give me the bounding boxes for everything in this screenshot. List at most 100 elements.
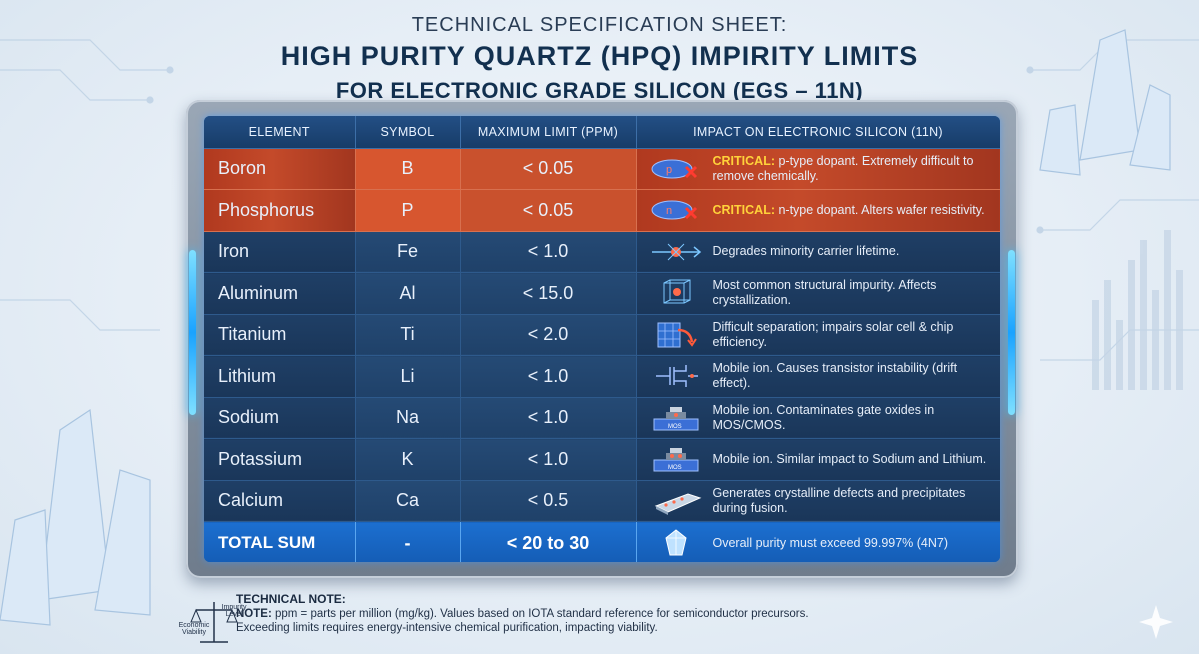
balance-scale-icon: Economic Viability Impurity Level: [179, 596, 246, 648]
element-cell: Boron: [204, 148, 356, 190]
icon-label: MOS: [668, 424, 682, 430]
mos-gate-icon: MOS: [647, 403, 705, 433]
table-row: Calcium Ca < 0.5 Generates crystalline d…: [204, 480, 1000, 522]
crystal-gem-icon: [647, 528, 705, 558]
mos-gate-ion-icon: MOS: [647, 444, 705, 474]
element-cell: Lithium: [204, 355, 356, 398]
transistor-icon: [647, 361, 705, 391]
element-cell: Potassium: [204, 438, 356, 481]
table-row: Sodium Na < 1.0 MOS Mobile ion. Contamin…: [204, 397, 1000, 439]
impact-cell: Generates crystalline defects and precip…: [636, 480, 1000, 522]
element-cell: Iron: [204, 231, 356, 273]
table-row: Lithium Li < 1.0 Mobile ion. Causes tran…: [204, 355, 1000, 398]
table-row: Potassium K < 1.0 MOS Mobile ion. Simila…: [204, 438, 1000, 481]
element-cell: Sodium: [204, 397, 356, 439]
page-title: HIGH PURITY QUARTZ (HPQ) IMPIRITY LIMITS: [280, 41, 919, 71]
limit-cell: < 0.5: [460, 480, 637, 522]
limit-cell: < 0.05: [460, 189, 637, 232]
note-line-2: Exceeding limits requires energy-intensi…: [236, 622, 658, 634]
note-text-1: ppm = parts per million (mg/kg). Values …: [271, 608, 809, 620]
column-header-element: ELEMENT: [204, 116, 356, 149]
column-header-limit: MAXIMUM LIMIT (ppm): [460, 116, 637, 149]
total-impact-text: Overall purity must exceed 99.997% (4N7): [712, 535, 949, 550]
impact-cell: Degrades minority carrier lifetime.: [636, 231, 1000, 273]
critical-label: CRITICAL:: [712, 202, 776, 217]
element-cell: Calcium: [204, 480, 356, 522]
impact-cell: Most common structural impurity. Affects…: [636, 272, 1000, 315]
symbol-cell: Na: [355, 397, 461, 439]
impact-text: n-type dopant. Alters wafer resistivity.: [775, 202, 985, 217]
spec-table-container: ELEMENT SYMBOL MAXIMUM LIMIT (ppm) IMPAC…: [204, 116, 1000, 562]
solar-cell-icon: [647, 320, 705, 350]
frame-glow-left: [189, 250, 196, 415]
limit-cell: < 1.0: [460, 438, 637, 481]
symbol-cell: Ca: [355, 480, 461, 522]
impact-text: Difficult separation; impairs solar cell…: [712, 319, 954, 349]
impact-text: Mobile ion. Similar impact to Sodium and…: [712, 451, 987, 466]
crystal-lattice-icon: [647, 278, 705, 308]
p-type-dopant-icon: p: [647, 154, 705, 184]
crystal-cluster-left: [0, 408, 151, 626]
silicon-ingot-icon: [647, 486, 705, 516]
scale-label-right: Impurity Level: [221, 604, 247, 619]
spec-table: ELEMENT SYMBOL MAXIMUM LIMIT (ppm) IMPAC…: [204, 116, 1000, 562]
scale-label-left: Economic Viability: [178, 622, 210, 637]
table-row: Titanium Ti < 2.0 Difficult separation; …: [204, 314, 1000, 356]
page-subtitle: TECHNICAL SPECIFICATION SHEET:: [411, 14, 788, 36]
element-cell: Phosphorus: [204, 189, 356, 232]
column-header-symbol: SYMBOL: [355, 116, 461, 149]
note-title: TECHNICAL NOTE:: [236, 592, 346, 606]
total-symbol: -: [355, 521, 461, 562]
symbol-cell: Ti: [355, 314, 461, 356]
bar-graph-decoration: [1092, 230, 1183, 390]
sparkle-icon: [1139, 605, 1173, 639]
symbol-cell: P: [355, 189, 461, 232]
symbol-cell: Li: [355, 355, 461, 398]
impact-text: Mobile ion. Causes transistor instabilit…: [712, 361, 958, 391]
impact-text: p-type dopant. Extremely difficult to re…: [712, 153, 974, 183]
impact-cell: MOS Mobile ion. Similar impact to Sodium…: [636, 438, 1000, 481]
impact-text: Most common structural impurity. Affects…: [712, 278, 937, 308]
icon-label: p: [666, 164, 672, 176]
impact-cell: p CRITICAL: p-type dopant. Extremely dif…: [636, 148, 1000, 190]
symbol-cell: B: [355, 148, 461, 190]
table-row: Aluminum Al < 15.0 Most common structura…: [204, 272, 1000, 315]
note-line-1: NOTE: ppm = parts per million (mg/kg). V…: [236, 608, 996, 620]
carrier-recombination-icon: [647, 237, 705, 267]
table-frame: ELEMENT SYMBOL MAXIMUM LIMIT (ppm) IMPAC…: [186, 100, 1018, 578]
page-title-line2: FOR ELECTRONIC GRADE SILICON (EGS – 11N): [335, 78, 864, 103]
total-label: TOTAL SUM: [204, 521, 356, 562]
n-type-dopant-icon: n: [647, 195, 705, 225]
frame-glow-right: [1008, 250, 1015, 415]
limit-cell: < 1.0: [460, 397, 637, 439]
limit-cell: < 1.0: [460, 231, 637, 273]
table-header-row: ELEMENT SYMBOL MAXIMUM LIMIT (ppm) IMPAC…: [204, 116, 1000, 149]
symbol-cell: K: [355, 438, 461, 481]
critical-label: CRITICAL:: [712, 153, 776, 168]
impact-text: Mobile ion. Contaminates gate oxides in …: [712, 402, 935, 432]
icon-label: n: [666, 205, 672, 217]
element-cell: Aluminum: [204, 272, 356, 315]
limit-cell: < 1.0: [460, 355, 637, 398]
column-header-impact: IMPACT ON ELECTRONIC SILICON (11N): [636, 116, 1000, 149]
impact-text: Degrades minority carrier lifetime.: [712, 244, 900, 259]
impact-cell: n CRITICAL: n-type dopant. Alters wafer …: [636, 189, 1000, 232]
technical-note: TECHNICAL NOTE: NOTE: ppm = parts per mi…: [236, 592, 996, 634]
icon-label: MOS: [668, 465, 682, 471]
table-row: Phosphorus P < 0.05 n CRITICAL: n-type d…: [204, 189, 1000, 232]
note-label: NOTE:: [236, 608, 272, 620]
impact-cell: Difficult separation; impairs solar cell…: [636, 314, 1000, 356]
total-limit: < 20 to 30: [460, 521, 637, 562]
limit-cell: < 15.0: [460, 272, 637, 315]
symbol-cell: Al: [355, 272, 461, 315]
table-row: Boron B < 0.05 p CRITICAL: p-type dopant…: [204, 148, 1000, 190]
title-block: TECHNICAL SPECIFICATION SHEET: HIGH PURI…: [0, 14, 1199, 104]
element-cell: Titanium: [204, 314, 356, 356]
symbol-cell: Fe: [355, 231, 461, 273]
table-row: Iron Fe < 1.0 Degrades minority carrier …: [204, 231, 1000, 273]
impact-text: Generates crystalline defects and precip…: [712, 485, 966, 515]
limit-cell: < 2.0: [460, 314, 637, 356]
total-impact-cell: Overall purity must exceed 99.997% (4N7): [636, 521, 1000, 562]
total-row: TOTAL SUM - < 20 to 30 Overall purity mu…: [204, 521, 1000, 562]
limit-cell: < 0.05: [460, 148, 637, 190]
